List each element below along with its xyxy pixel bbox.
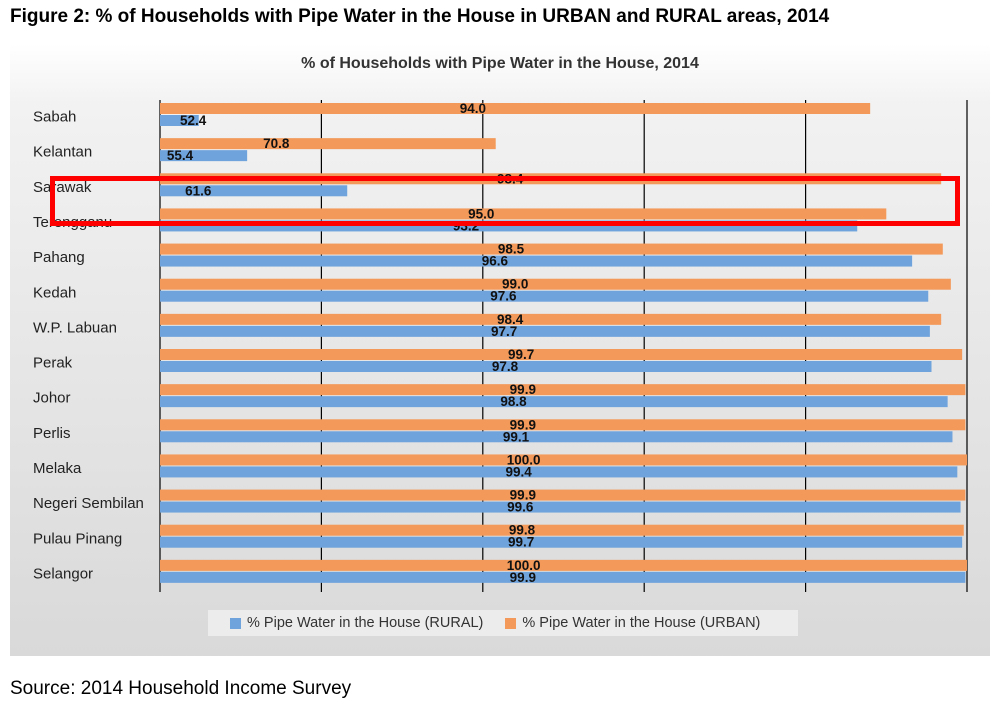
figure-title: Figure 2: % of Households with Pipe Wate… — [10, 6, 830, 27]
urban-value-label: 100.0 — [507, 558, 541, 573]
legend-swatch-rural — [230, 617, 241, 629]
category-label: Sabah — [33, 109, 76, 126]
rural-value-label: 55.4 — [167, 148, 194, 163]
urban-value-label: 94.0 — [460, 101, 486, 116]
rural-bar — [160, 115, 199, 126]
urban-bar — [160, 384, 966, 396]
urban-bar — [160, 559, 967, 571]
urban-value-label: 100.0 — [507, 452, 541, 467]
rural-value-label: 97.7 — [491, 324, 517, 339]
legend-swatch-urban — [505, 617, 517, 629]
urban-bar — [160, 138, 496, 150]
urban-value-label: 95.0 — [468, 206, 494, 221]
rural-value-label: 61.6 — [185, 183, 212, 198]
category-label: Johor — [33, 390, 71, 407]
category-label: Pulau Pinang — [33, 530, 122, 547]
urban-bar — [160, 208, 887, 220]
category-label: W.P. Labuan — [33, 319, 117, 336]
rural-bar — [160, 185, 348, 197]
category-label: Kelantan — [33, 144, 92, 161]
category-label: Perak — [33, 355, 73, 372]
rural-bar — [160, 571, 966, 583]
rural-value-label: 99.9 — [510, 570, 536, 585]
sarawak-highlight-box — [50, 176, 960, 226]
category-label: Kedah — [33, 284, 76, 301]
category-label: Perlis — [33, 425, 71, 442]
legend-item-urban: % Pipe Water in the House (URBAN) — [505, 615, 760, 631]
category-label: Sarawak — [33, 179, 92, 196]
rural-bar — [160, 466, 958, 478]
rural-bar — [160, 255, 913, 267]
rural-value-label: 99.6 — [507, 500, 534, 515]
urban-bar — [160, 489, 966, 501]
rural-value-label: 52.4 — [180, 113, 207, 128]
rural-bar — [160, 396, 948, 408]
urban-bar — [160, 349, 963, 360]
urban-bar — [160, 419, 966, 431]
rural-bar — [160, 361, 932, 372]
urban-value-label: 99.0 — [502, 277, 528, 292]
urban-value-label: 99.9 — [510, 382, 536, 397]
rural-bar — [160, 501, 961, 513]
rural-value-label: 96.6 — [482, 254, 509, 269]
rural-bar — [160, 431, 953, 443]
legend-label-rural: % Pipe Water in the House (RURAL) — [247, 615, 484, 631]
rural-value-label: 99.7 — [508, 535, 534, 550]
urban-value-label: 98.4 — [497, 312, 524, 327]
urban-value-label: 99.9 — [510, 417, 536, 432]
rural-bar — [160, 150, 248, 162]
chart-title: % of Households with Pipe Water in the H… — [301, 55, 699, 72]
rural-value-label: 99.4 — [505, 464, 532, 479]
urban-value-label: 70.8 — [263, 136, 290, 151]
urban-value-label: 99.9 — [510, 488, 536, 503]
category-label: Selangor — [33, 565, 93, 582]
legend-label-urban: % Pipe Water in the House (URBAN) — [522, 615, 761, 631]
urban-bar — [160, 454, 967, 466]
category-label: Melaka — [33, 460, 82, 477]
source-note: Source: 2014 Household Income Survey — [10, 678, 352, 699]
rural-value-label: 97.8 — [492, 359, 519, 374]
urban-bar — [160, 103, 871, 114]
category-label: Pahang — [33, 249, 85, 266]
urban-bar — [160, 278, 951, 290]
legend: % Pipe Water in the House (RURAL) % Pipe… — [208, 610, 798, 636]
urban-bar — [160, 524, 964, 536]
rural-value-label: 97.6 — [490, 289, 517, 304]
rural-bar — [160, 536, 963, 548]
urban-value-label: 99.8 — [509, 523, 536, 538]
urban-bar — [160, 313, 942, 325]
category-label: Negeri Sembilan — [33, 495, 144, 512]
rural-value-label: 98.8 — [500, 394, 527, 409]
rural-value-label: 99.1 — [503, 429, 530, 444]
legend-item-rural: % Pipe Water in the House (RURAL) — [230, 615, 483, 631]
urban-value-label: 99.7 — [508, 347, 534, 362]
rural-bar — [160, 290, 929, 302]
urban-bar — [160, 243, 943, 255]
rural-bar — [160, 325, 930, 337]
urban-value-label: 98.5 — [498, 242, 525, 257]
